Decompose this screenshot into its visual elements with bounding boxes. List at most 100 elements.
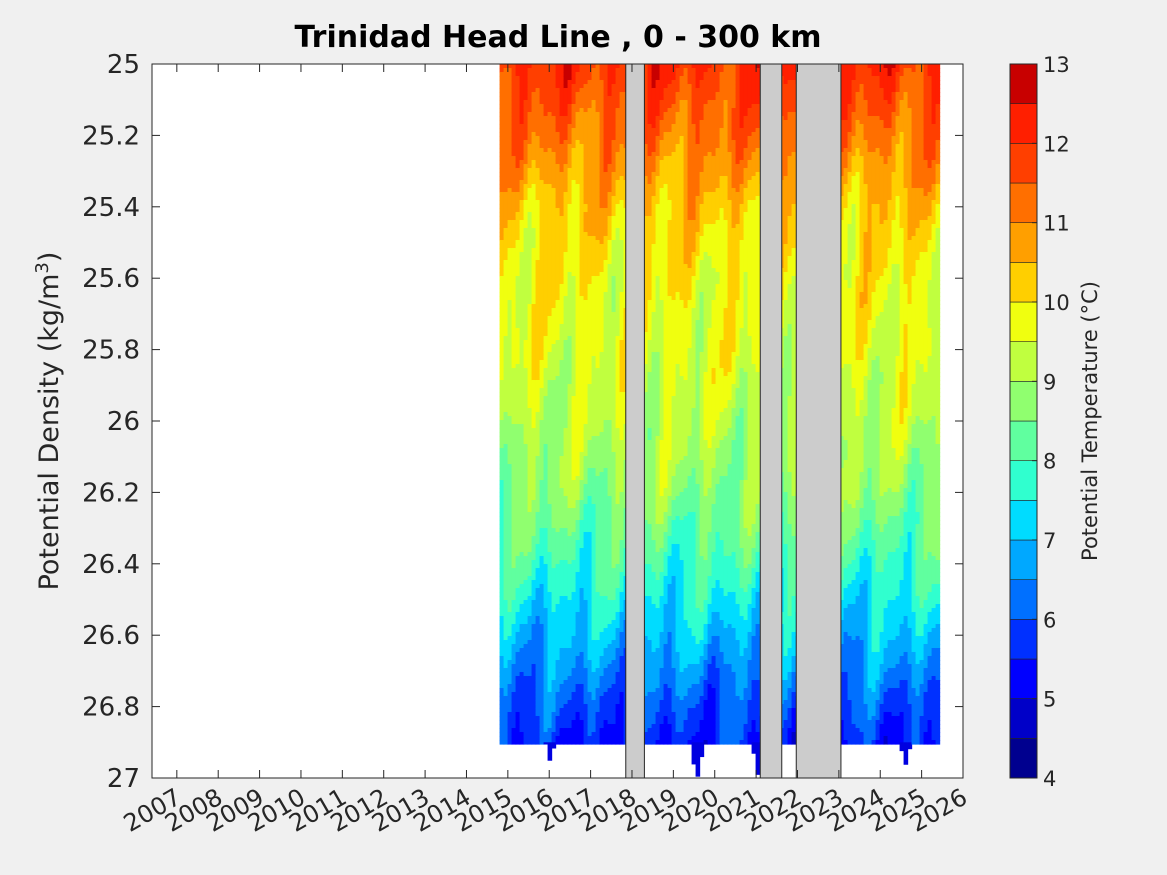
contour-cell — [499, 716, 505, 721]
contour-cell — [503, 172, 509, 177]
contour-cell — [507, 296, 513, 301]
contour-cell — [583, 344, 589, 349]
contour-cell — [523, 536, 529, 541]
contour-cell — [583, 576, 589, 581]
contour-cell — [543, 132, 549, 137]
contour-cell — [563, 132, 569, 137]
contour-cell — [535, 556, 541, 561]
contour-cell — [587, 116, 593, 121]
contour-cell — [607, 624, 613, 629]
contour-cell — [595, 504, 601, 509]
contour-cell — [511, 284, 517, 289]
contour-cell — [499, 596, 505, 601]
contour-cell — [515, 320, 521, 325]
contour-cell — [567, 456, 573, 461]
contour-cell — [595, 248, 601, 253]
contour-cell — [563, 604, 569, 609]
contour-cell — [539, 124, 545, 129]
contour-cell — [543, 484, 549, 489]
contour-cell — [587, 252, 593, 257]
contour-cell — [539, 532, 545, 537]
contour-cell — [503, 96, 509, 101]
contour-cell — [567, 132, 573, 137]
contour-cell — [507, 468, 513, 473]
contour-cell — [551, 220, 557, 225]
contour-cell — [607, 528, 613, 533]
contour-cell — [527, 708, 533, 713]
contour-cell — [575, 684, 581, 689]
contour-cell — [615, 244, 621, 249]
contour-cell — [527, 692, 533, 697]
contour-cell — [523, 392, 529, 397]
contour-cell — [527, 240, 533, 245]
contour-cell — [603, 624, 609, 629]
contour-cell — [567, 572, 573, 577]
contour-cell — [519, 280, 525, 285]
contour-cell — [595, 728, 601, 733]
contour-cell — [615, 72, 621, 77]
contour-cell — [535, 512, 541, 517]
contour-cell — [595, 540, 601, 545]
contour-cell — [555, 668, 561, 673]
contour-cell — [563, 220, 569, 225]
contour-cell — [539, 684, 545, 689]
contour-cell — [547, 660, 553, 665]
contour-cell — [607, 216, 613, 221]
contour-cell — [503, 256, 509, 261]
contour-cell — [583, 308, 589, 313]
contour-cell — [539, 288, 545, 293]
contour-cell — [583, 588, 589, 593]
contour-cell — [563, 724, 569, 729]
contour-cell — [547, 284, 553, 289]
contour-cell — [599, 568, 605, 573]
contour-cell — [567, 348, 573, 353]
contour-cell — [591, 676, 597, 681]
contour-cell — [519, 208, 525, 213]
contour-cell — [507, 500, 513, 505]
contour-cell — [551, 560, 557, 565]
contour-cell — [583, 156, 589, 161]
contour-cell — [539, 640, 545, 645]
contour-cell — [583, 224, 589, 229]
contour-cell — [611, 96, 617, 101]
contour-cell — [539, 704, 545, 709]
contour-cell — [599, 184, 605, 189]
contour-cell — [503, 592, 509, 597]
contour-cell — [611, 292, 617, 297]
contour-cell — [539, 568, 545, 573]
contour-cell — [603, 428, 609, 433]
contour-cell — [607, 344, 613, 349]
contour-cell — [511, 580, 517, 585]
contour-cell — [551, 700, 557, 705]
contour-cell — [591, 512, 597, 517]
contour-cell — [599, 528, 605, 533]
contour-cell — [587, 180, 593, 185]
contour-cell — [583, 612, 589, 617]
contour-cell — [511, 716, 517, 721]
contour-cell — [511, 648, 517, 653]
contour-cell — [571, 84, 577, 89]
contour-cell — [507, 108, 513, 113]
contour-cell — [499, 224, 505, 229]
contour-cell — [563, 384, 569, 389]
contour-cell — [603, 64, 609, 69]
contour-cell — [551, 524, 557, 529]
contour-cell — [535, 624, 541, 629]
contour-cell — [603, 148, 609, 153]
contour-cell — [579, 320, 585, 325]
contour-cell — [555, 664, 561, 669]
contour-cell — [587, 92, 593, 97]
contour-cell — [523, 656, 529, 661]
contour-cell — [507, 496, 513, 501]
contour-cell — [559, 304, 565, 309]
contour-cell — [551, 124, 557, 129]
contour-cell — [603, 656, 609, 661]
contour-cell — [547, 732, 553, 737]
contour-cell — [507, 672, 513, 677]
contour-cell — [571, 80, 577, 85]
contour-cell — [531, 724, 537, 729]
contour-cell — [563, 608, 569, 613]
contour-cell — [511, 488, 517, 493]
contour-cell — [511, 456, 517, 461]
contour-cell — [503, 292, 509, 297]
